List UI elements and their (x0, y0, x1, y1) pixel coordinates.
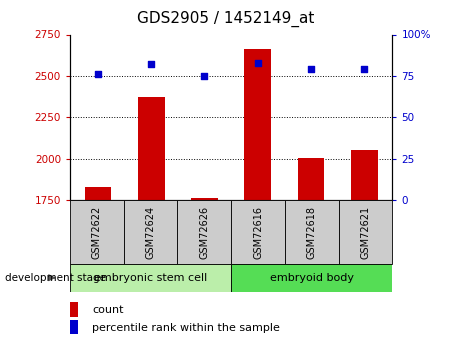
Text: GSM72616: GSM72616 (253, 206, 263, 258)
Point (201, 73, 208, 79)
Bar (70, 200, 124, 264)
Point (254, 60, 262, 66)
Bar (85, 187, 111, 200)
Bar (231, 200, 285, 264)
Bar (177, 200, 231, 264)
Text: embryoid body: embryoid body (270, 273, 354, 283)
Bar (124, 200, 177, 264)
Text: GDS2905 / 1452149_at: GDS2905 / 1452149_at (137, 10, 314, 27)
Point (308, 67, 315, 72)
Bar (339, 200, 392, 264)
Text: development stage: development stage (5, 273, 106, 283)
Bar (285, 200, 339, 264)
Text: percentile rank within the sample: percentile rank within the sample (92, 323, 281, 333)
Bar (191, 198, 218, 200)
Text: GSM72622: GSM72622 (92, 205, 102, 259)
Point (361, 67, 368, 72)
Text: embryonic stem cell: embryonic stem cell (94, 273, 207, 283)
Text: GSM72621: GSM72621 (360, 206, 371, 258)
Bar (138, 97, 165, 200)
Bar (244, 49, 271, 200)
Text: GSM72624: GSM72624 (146, 206, 156, 258)
Bar (70, 302, 78, 317)
Text: GSM72618: GSM72618 (307, 206, 317, 258)
Bar (231, 264, 392, 292)
Point (147, 61, 155, 67)
Bar (298, 158, 324, 200)
Text: GSM72626: GSM72626 (199, 206, 209, 258)
Point (94, 71, 101, 77)
Bar (70, 320, 78, 335)
Bar (70, 264, 231, 292)
Bar (351, 150, 377, 200)
Text: count: count (92, 305, 124, 315)
